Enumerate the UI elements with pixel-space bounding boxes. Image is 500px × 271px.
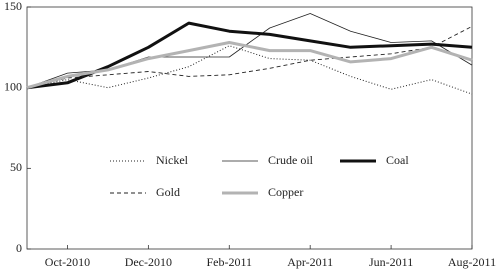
legend-label: Gold xyxy=(156,185,180,199)
series-line xyxy=(26,13,473,89)
legend-label: Coal xyxy=(386,153,409,167)
x-tick-label: Feb-2011 xyxy=(206,255,252,269)
series-line xyxy=(26,45,473,95)
x-tick-label: Oct-2010 xyxy=(45,255,90,269)
y-tick-label: 100 xyxy=(4,79,22,93)
x-tick-label: Apr-2011 xyxy=(287,255,333,269)
x-tick-label: Aug-2011 xyxy=(448,255,496,269)
x-tick-label: Dec-2010 xyxy=(125,255,172,269)
y-tick-label: 50 xyxy=(10,160,22,174)
x-tick-label: Jun-2011 xyxy=(369,255,413,269)
legend-label: Crude oil xyxy=(268,153,314,167)
series-line xyxy=(26,41,473,90)
series-line xyxy=(26,26,473,89)
y-tick-label: 150 xyxy=(4,0,22,13)
legend-label: Nickel xyxy=(156,153,189,167)
series-line xyxy=(26,21,473,90)
legend-label: Copper xyxy=(268,185,303,199)
y-tick-label: 0 xyxy=(16,241,22,255)
plot-frame xyxy=(26,6,473,250)
